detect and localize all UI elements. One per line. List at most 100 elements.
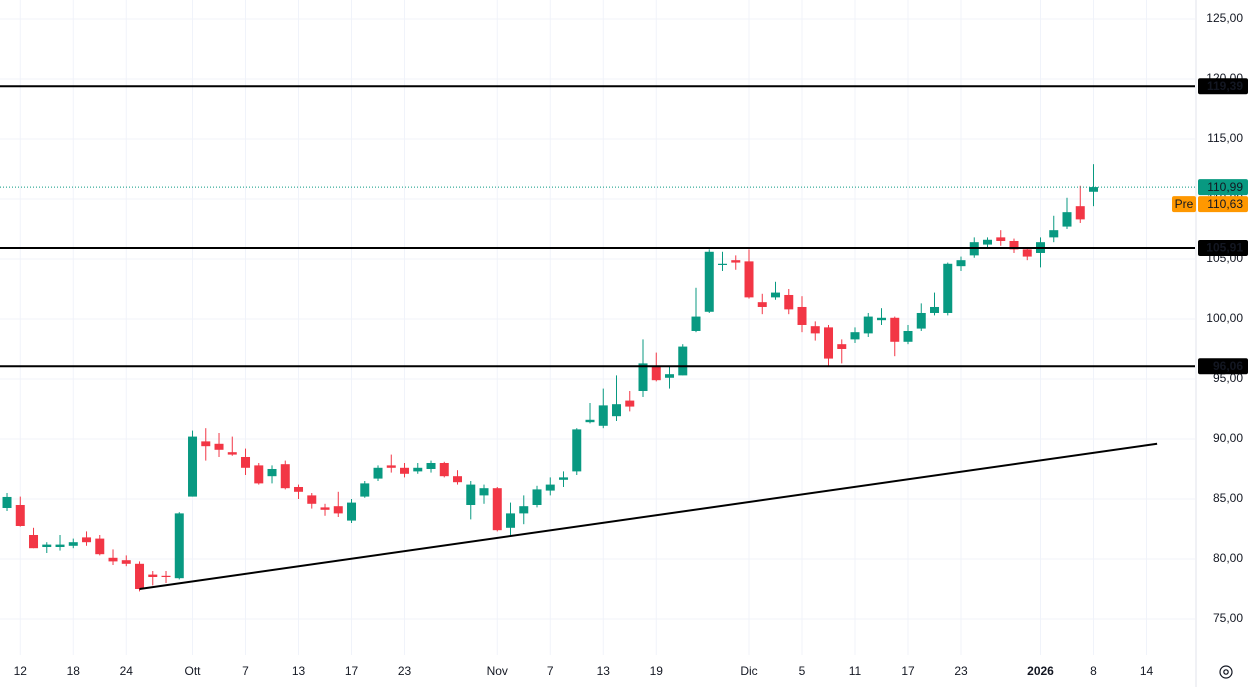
candle-body — [916, 312, 926, 329]
x-tick-label: 13 — [292, 664, 306, 678]
candle-body — [492, 488, 502, 531]
settings-icon[interactable] — [1219, 665, 1233, 679]
candle-body — [850, 332, 860, 340]
candle-body — [665, 374, 675, 378]
axes: 75,0080,0085,0090,0095,00100,00105,00110… — [14, 11, 1248, 678]
pre-price-label: 110,63 — [1207, 197, 1243, 211]
level-label-bg — [1198, 240, 1248, 257]
candle-body — [360, 483, 370, 497]
candle-body — [744, 261, 754, 298]
gear-outer — [1219, 665, 1233, 679]
candle-body — [29, 534, 39, 549]
x-tick-label: 17 — [901, 664, 915, 678]
level-label-bg — [1198, 358, 1248, 375]
candle-body — [956, 260, 966, 267]
candle-body — [82, 537, 92, 543]
x-tick-label: 11 — [849, 664, 862, 678]
candle-body — [413, 467, 423, 472]
candle-body — [121, 560, 131, 564]
candle-body — [598, 405, 608, 426]
candle-body — [148, 574, 158, 577]
level-label: 105,91 — [1206, 241, 1243, 255]
candle-body — [863, 316, 873, 334]
candle-body — [108, 557, 118, 562]
x-tick-label: 7 — [547, 664, 554, 678]
candle-body — [810, 326, 820, 334]
candle-body — [241, 456, 251, 468]
candle-body — [333, 506, 343, 514]
candle-body — [612, 404, 622, 417]
x-tick-label: 7 — [242, 664, 249, 678]
candle-body — [651, 366, 661, 381]
candle-body — [453, 476, 463, 483]
candle-body — [174, 513, 184, 579]
candle-body — [797, 306, 807, 325]
candle-body — [585, 419, 595, 423]
x-tick-label: Nov — [487, 664, 508, 678]
candle-body — [307, 495, 317, 504]
candle-body — [784, 294, 794, 310]
x-tick-label: 5 — [799, 664, 806, 678]
level-label: 96,06 — [1213, 359, 1243, 373]
candle-body — [1075, 206, 1085, 220]
candle-body — [559, 477, 569, 480]
pre-tag: Pre — [1175, 197, 1194, 211]
candle-body — [506, 513, 516, 528]
candle-body — [386, 465, 396, 468]
candle-body — [1022, 249, 1032, 257]
candle-body — [135, 563, 145, 589]
candle-body — [267, 468, 277, 477]
y-tick-label: 75,00 — [1213, 611, 1243, 625]
pre-price-label-bg — [1198, 196, 1248, 213]
candle-body — [1009, 240, 1019, 250]
last-price-label: 110,99 — [1207, 180, 1243, 194]
candle-body — [837, 344, 847, 349]
x-tick-label: 13 — [597, 664, 611, 678]
candle-body — [294, 486, 304, 492]
candle-body — [42, 544, 52, 547]
x-tick-label: 18 — [67, 664, 81, 678]
y-tick-label: 90,00 — [1213, 431, 1243, 445]
candle-body — [161, 575, 171, 577]
candle-body — [280, 464, 290, 489]
candle-body — [943, 263, 953, 313]
candle-body — [214, 443, 224, 450]
candle-body — [95, 538, 105, 555]
candle-body — [227, 452, 237, 455]
candle-body — [930, 306, 940, 313]
candle-body — [877, 317, 887, 321]
candle-body — [890, 317, 900, 342]
x-tick-label: 8 — [1090, 664, 1097, 678]
y-tick-label: 95,00 — [1213, 371, 1243, 385]
candle-body — [254, 465, 264, 484]
candle-body — [466, 484, 476, 505]
candle-body — [691, 316, 701, 331]
candle-body — [1062, 212, 1072, 227]
candle-body — [638, 363, 648, 391]
y-tick-label: 125,00 — [1206, 11, 1243, 25]
x-tick-label: Dic — [740, 664, 757, 678]
candle-body — [400, 467, 410, 474]
candle-body — [439, 462, 449, 477]
level-label-bg — [1198, 78, 1248, 95]
y-tick-label: 80,00 — [1213, 551, 1243, 565]
pre-tag-bg — [1172, 196, 1196, 213]
candle-body — [983, 239, 993, 245]
candle-body — [201, 441, 211, 447]
candle-body — [731, 260, 741, 263]
candle-body — [479, 488, 489, 496]
candle-body — [519, 506, 529, 514]
x-tick-label: 12 — [14, 664, 28, 678]
candle-body — [718, 263, 728, 265]
y-tick-label: 85,00 — [1213, 491, 1243, 505]
candle-body — [903, 330, 913, 342]
trend-line — [139, 442, 1158, 590]
candle-body — [188, 436, 198, 497]
plot — [0, 85, 1195, 592]
candle-body — [68, 542, 78, 546]
candle-body — [55, 544, 65, 547]
level-label: 119,39 — [1207, 79, 1243, 93]
candle-body — [532, 489, 542, 505]
candle-body — [545, 484, 555, 491]
